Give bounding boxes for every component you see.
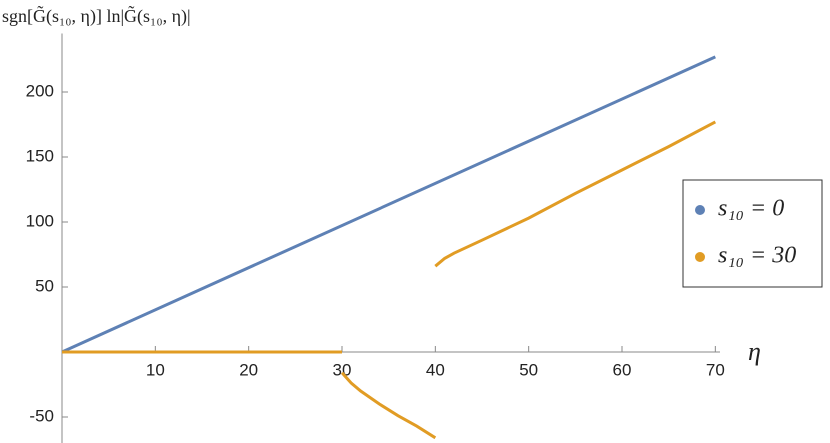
legend-label: s₁₀ = 30 — [718, 243, 796, 269]
chart-title: sgn[G̃(s₁₀, η)] ln|G̃(s₁₀, η)| — [2, 4, 191, 27]
y-tick-label: -50 — [29, 406, 54, 425]
y-tick-label: 200 — [26, 81, 54, 100]
x-tick-label: 30 — [333, 360, 352, 379]
x-tick-label: 20 — [239, 360, 258, 379]
y-tick-label: 50 — [35, 276, 54, 295]
x-tick-label: 60 — [613, 360, 632, 379]
y-tick-label: 100 — [26, 211, 54, 230]
legend-label: s₁₀ = 0 — [718, 196, 784, 222]
legend-box — [682, 179, 823, 288]
series-line — [62, 120, 717, 440]
legend-marker — [695, 252, 705, 262]
y-tick-label: 150 — [26, 146, 54, 165]
x-axis-label: η — [748, 337, 761, 366]
series-line — [61, 55, 716, 354]
legend-marker — [695, 205, 705, 215]
x-tick-label: 40 — [426, 360, 445, 379]
x-tick-label: 10 — [146, 360, 165, 379]
x-tick-label: 50 — [519, 360, 538, 379]
x-tick-label: 70 — [706, 360, 725, 379]
